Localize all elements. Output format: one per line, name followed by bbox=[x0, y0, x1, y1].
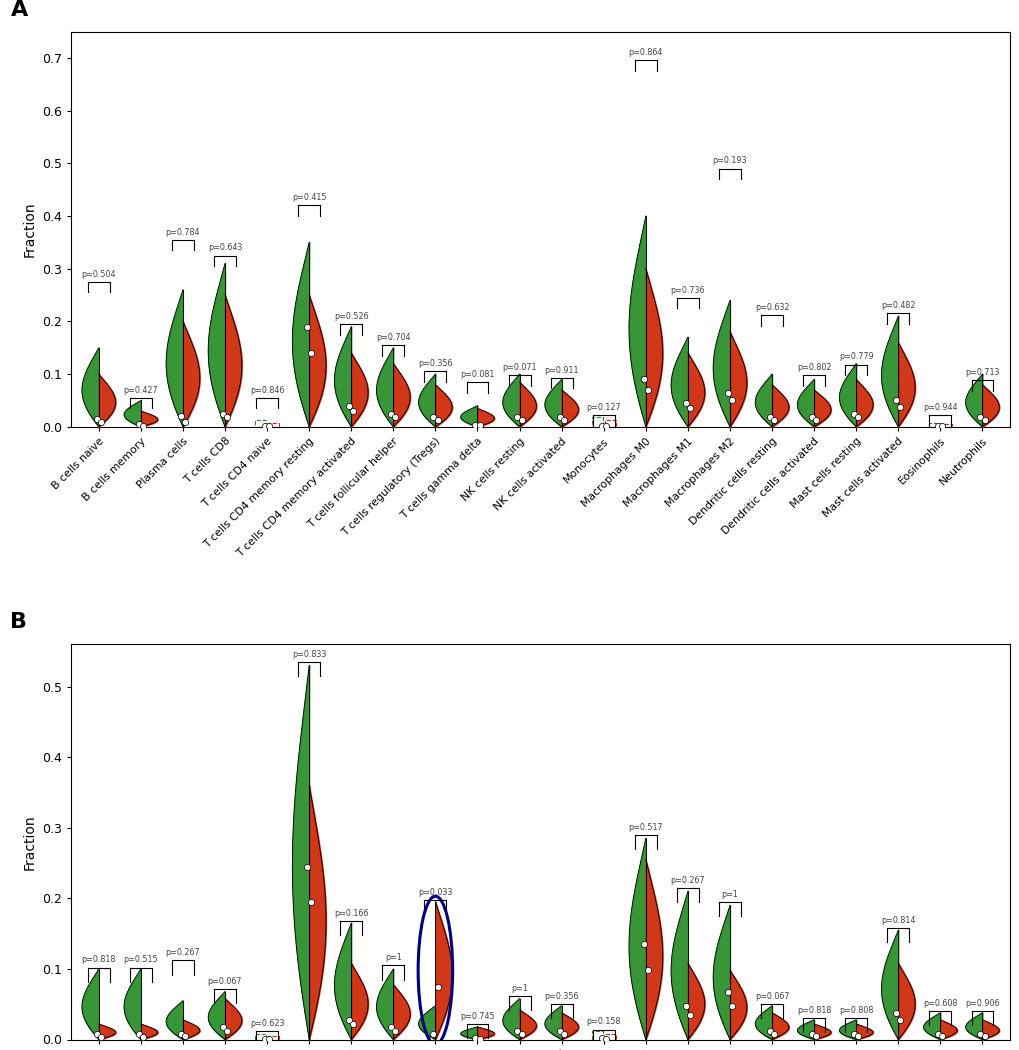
Text: p=0.127: p=0.127 bbox=[586, 403, 621, 412]
Text: p=0.779: p=0.779 bbox=[838, 353, 872, 361]
Text: p=0.526: p=0.526 bbox=[333, 312, 368, 321]
Text: p=0.415: p=0.415 bbox=[291, 193, 326, 203]
Text: p=0.267: p=0.267 bbox=[669, 876, 704, 884]
Text: p=0.808: p=0.808 bbox=[839, 1006, 872, 1015]
Text: p=0.166: p=0.166 bbox=[333, 908, 368, 918]
Text: p=0.081: p=0.081 bbox=[460, 370, 494, 379]
Text: p=0.802: p=0.802 bbox=[796, 363, 830, 372]
Text: p=0.515: p=0.515 bbox=[123, 956, 158, 964]
Text: p=0.517: p=0.517 bbox=[628, 822, 662, 832]
Y-axis label: Fraction: Fraction bbox=[22, 202, 37, 257]
Text: p=0.911: p=0.911 bbox=[544, 365, 579, 375]
Y-axis label: Fraction: Fraction bbox=[22, 814, 37, 869]
Text: p=1: p=1 bbox=[511, 984, 528, 992]
Text: p=0.833: p=0.833 bbox=[291, 650, 326, 658]
Text: p=0.482: p=0.482 bbox=[880, 301, 915, 311]
Text: p=0.906: p=0.906 bbox=[964, 1000, 999, 1008]
Text: p=1: p=1 bbox=[384, 953, 401, 962]
Text: B: B bbox=[10, 612, 28, 632]
Text: p=0.067: p=0.067 bbox=[208, 976, 242, 986]
Text: p=0.067: p=0.067 bbox=[754, 992, 789, 1001]
Text: p=1: p=1 bbox=[720, 889, 738, 899]
Text: p=0.632: p=0.632 bbox=[754, 302, 789, 312]
Text: p=0.356: p=0.356 bbox=[418, 359, 452, 369]
Text: p=0.944: p=0.944 bbox=[922, 403, 957, 412]
Text: p=0.608: p=0.608 bbox=[922, 1000, 957, 1008]
Text: p=0.356: p=0.356 bbox=[544, 992, 579, 1001]
Text: p=0.704: p=0.704 bbox=[376, 333, 411, 342]
Text: p=0.745: p=0.745 bbox=[460, 1012, 494, 1021]
Text: p=0.864: p=0.864 bbox=[628, 48, 662, 58]
Text: p=0.158: p=0.158 bbox=[586, 1017, 621, 1027]
Text: p=0.427: p=0.427 bbox=[123, 385, 158, 395]
Text: p=0.713: p=0.713 bbox=[964, 369, 999, 377]
Text: p=0.846: p=0.846 bbox=[250, 385, 284, 395]
Text: p=0.818: p=0.818 bbox=[796, 1006, 830, 1015]
Text: p=0.267: p=0.267 bbox=[165, 948, 200, 958]
Text: p=0.814: p=0.814 bbox=[880, 916, 915, 925]
Text: p=0.071: p=0.071 bbox=[501, 363, 536, 372]
Text: A: A bbox=[10, 0, 28, 20]
Text: p=0.193: p=0.193 bbox=[712, 156, 747, 165]
Text: p=0.033: p=0.033 bbox=[418, 887, 452, 897]
Text: p=0.818: p=0.818 bbox=[82, 956, 116, 964]
Text: p=0.784: p=0.784 bbox=[165, 228, 200, 236]
Text: p=0.623: p=0.623 bbox=[250, 1018, 284, 1028]
Text: p=0.643: p=0.643 bbox=[208, 244, 242, 252]
Text: p=0.736: p=0.736 bbox=[669, 286, 704, 294]
Text: p=0.504: p=0.504 bbox=[82, 270, 116, 278]
